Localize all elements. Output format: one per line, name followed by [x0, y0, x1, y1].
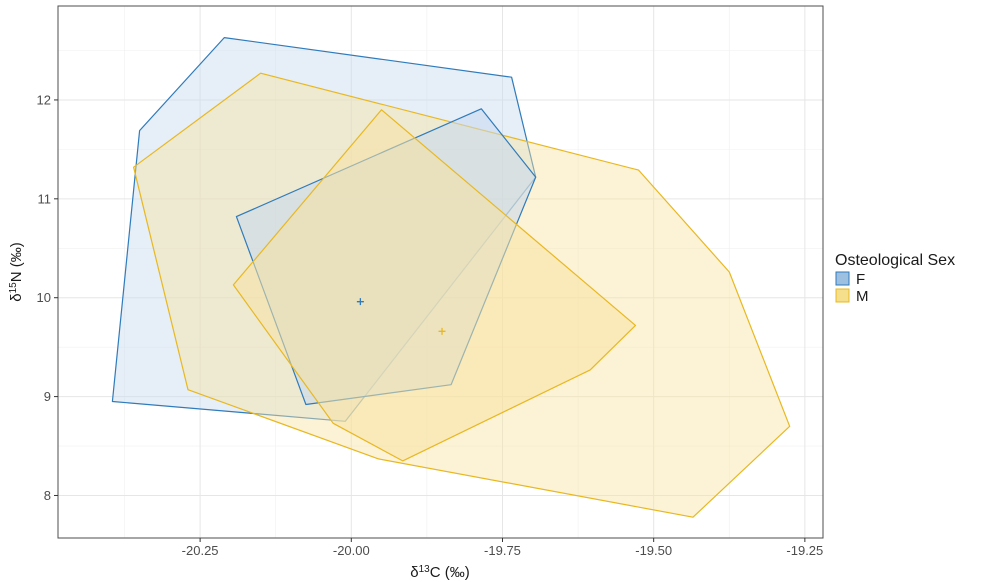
legend-key-m — [835, 288, 850, 303]
y-tick-label: 11 — [38, 191, 52, 206]
legend-label-f: F — [856, 271, 865, 288]
hull-polygons — [111, 36, 791, 518]
legend-label-m: M — [856, 288, 869, 305]
y-tick-label: 9 — [44, 389, 51, 404]
x-tick-label: -19.75 — [484, 543, 521, 558]
y-tick-label: 12 — [37, 92, 51, 107]
x-tick-label: -20.00 — [333, 543, 370, 558]
centroid-markers — [356, 298, 446, 335]
legend-key-f — [835, 271, 850, 286]
y-axis-ticks: 8 9 10 11 12 — [37, 92, 58, 503]
hull-polygon-m-2 — [232, 109, 637, 462]
plot-border — [57, 5, 824, 539]
legend-title: Osteological Sex — [835, 252, 955, 269]
x-tick-label: -19.25 — [786, 543, 823, 558]
x-tick-label: -19.50 — [635, 543, 672, 558]
y-tick-label: 10 — [37, 290, 51, 305]
centroid-marker-f — [356, 298, 364, 306]
grid — [58, 6, 823, 538]
y-tick-label: 8 — [44, 488, 51, 503]
centroid-marker-m — [438, 327, 446, 335]
x-axis-ticks: -20.25 -20.00 -19.75 -19.50 -19.25 — [182, 538, 823, 558]
legend: Osteological Sex F M — [835, 252, 955, 305]
x-tick-label: -20.25 — [182, 543, 219, 558]
